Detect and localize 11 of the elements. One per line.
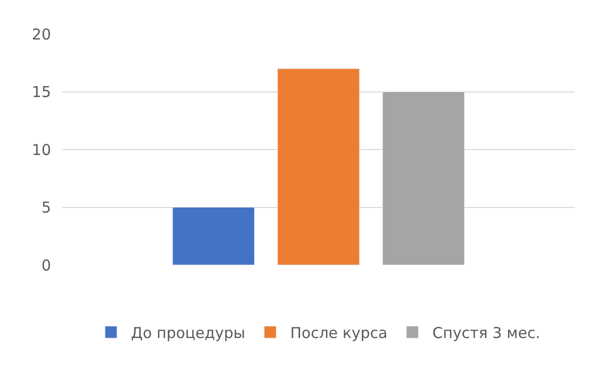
legend-label: До процедуры bbox=[131, 324, 246, 342]
y-tick-label: 10 bbox=[32, 140, 51, 159]
bar bbox=[382, 92, 465, 265]
bar bbox=[277, 68, 360, 265]
y-tick-label: 15 bbox=[32, 83, 51, 101]
y-tick-label: 5 bbox=[41, 198, 51, 216]
y-tick-label: 0 bbox=[41, 256, 51, 274]
legend-label: Спустя 3 мес. bbox=[432, 324, 540, 342]
legend-label: После курса bbox=[290, 324, 388, 342]
y-tick-label: 20 bbox=[32, 25, 51, 44]
bar bbox=[172, 207, 255, 265]
